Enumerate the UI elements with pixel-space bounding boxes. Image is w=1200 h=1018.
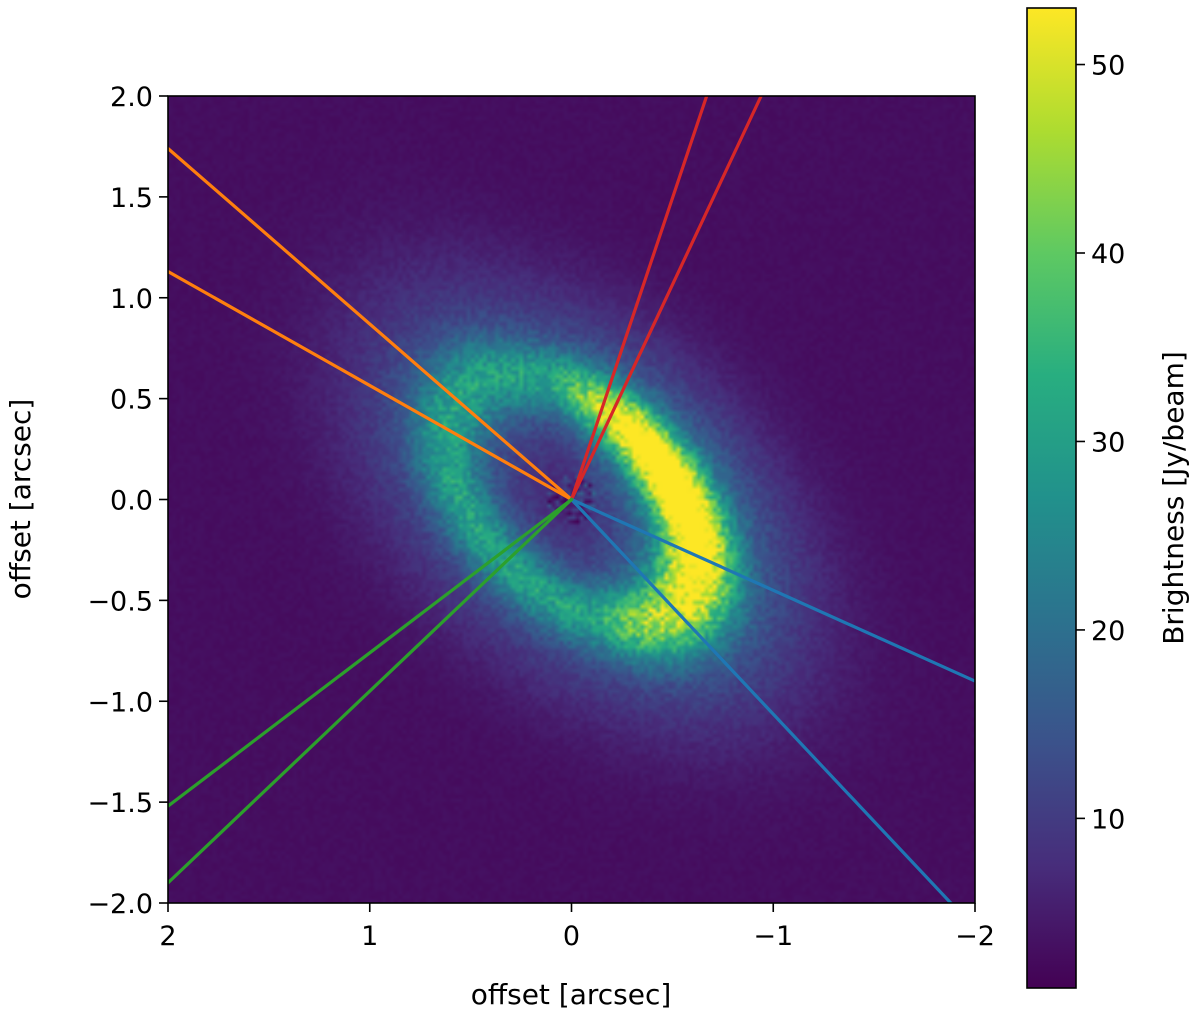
wedge-line-1-0 — [569, 96, 709, 502]
wedge-line-0-0 — [168, 146, 574, 502]
wedge-line-0-1 — [168, 269, 574, 502]
x-axis-title: offset [arcsec] — [471, 978, 672, 1011]
y-tick-label: −1.5 — [87, 788, 153, 819]
wedge-line-2-0 — [569, 497, 975, 683]
x-tick-label: 2 — [159, 921, 176, 952]
wedge-line-1-1 — [569, 96, 763, 502]
colorbar-tick-label: 10 — [1091, 804, 1125, 835]
colorbar — [1027, 8, 1076, 988]
wedge-line-3-0 — [168, 497, 574, 808]
x-tick-label: 0 — [563, 921, 580, 952]
colorbar-tick-label: 40 — [1091, 239, 1125, 270]
colorbar-tick-label: 30 — [1091, 427, 1125, 458]
colorbar-frame — [1026, 7, 1077, 989]
y-axis: −2.0 −1.5 −1.0 −0.5 0.0 0.5 1.0 1.5 2.0 — [87, 82, 168, 920]
wedge-line-3-1 — [168, 497, 574, 885]
y-tick-label: 1.0 — [110, 284, 153, 315]
x-tick-label: −1 — [753, 921, 793, 952]
y-tick-label: 0.5 — [110, 385, 153, 416]
y-tick-label: 0.0 — [110, 486, 153, 517]
y-axis-title: offset [arcsec] — [4, 399, 37, 600]
colorbar-label: Brightness [Jy/beam] — [1157, 351, 1190, 645]
x-tick-label: 1 — [361, 921, 378, 952]
y-tick-label: 1.5 — [110, 183, 153, 214]
y-tick-label: −2.0 — [87, 889, 153, 920]
colorbar-tick-label: 50 — [1091, 51, 1125, 82]
x-tick-label: −2 — [955, 921, 995, 952]
colorbar-axis: 10 20 30 40 50 — [1076, 51, 1125, 835]
y-tick-label: 2.0 — [110, 82, 153, 113]
x-axis: 2 1 0 −1 −2 — [159, 903, 995, 952]
wedge-lines — [168, 96, 975, 903]
y-tick-label: −0.5 — [87, 586, 153, 617]
wedge-line-2-1 — [569, 497, 953, 903]
colorbar-tick-label: 20 — [1091, 616, 1125, 647]
y-tick-label: −1.0 — [87, 687, 153, 718]
